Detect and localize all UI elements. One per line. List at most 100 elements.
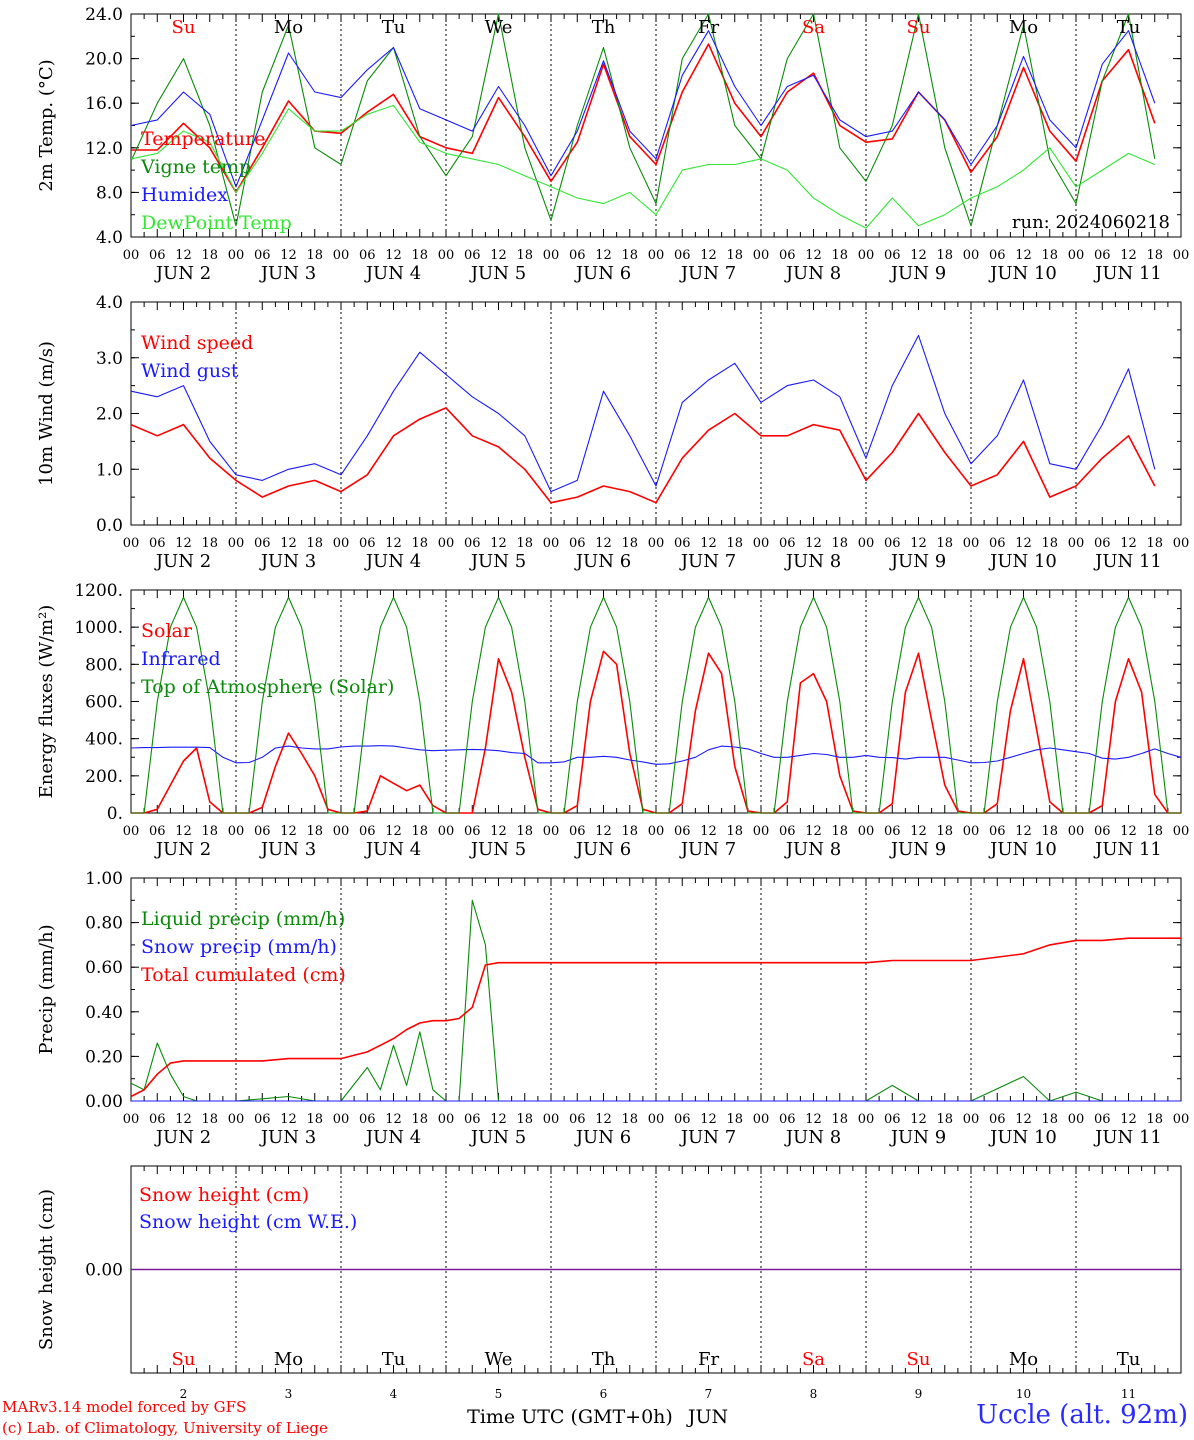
x-hour-label: 18 — [201, 824, 218, 839]
panel-1: 4.0 8.0 12.0 16.0 20.0 24.0 2m Temp. (°C) Tempe… — [36, 5, 1189, 284]
x-hour-label: 06 — [464, 248, 481, 263]
x-date-label: JUN 4 — [364, 839, 421, 860]
y-tick-label: 24.0 — [85, 5, 123, 25]
x-hour-label: 00 — [963, 824, 980, 839]
panel-2: 0.0 1.0 2.0 3.0 4.0 10m Wind (m/s) Wind speed W… — [36, 293, 1189, 572]
x-day-number: 2 — [180, 1387, 188, 1401]
x-hour-label: 18 — [201, 248, 218, 263]
y-tick-label: 20.0 — [85, 50, 123, 70]
panel-5: 0.00 Snow height (cm) Snow height (cm) Snow… — [36, 1165, 1182, 1374]
day-of-week-label: Tu — [1117, 1349, 1141, 1370]
y-axis-label: Precip (mm/h) — [36, 924, 57, 1054]
x-hour-label: 00 — [858, 824, 875, 839]
x-hour-label: 18 — [411, 824, 428, 839]
x-hour-label: 00 — [753, 1112, 770, 1127]
x-hour-label: 12 — [1120, 824, 1137, 839]
day-of-week-label: Su — [907, 1349, 931, 1370]
x-hour-label: 18 — [936, 248, 953, 263]
y-tick-label: 0. — [107, 804, 123, 824]
x-hour-label: 06 — [569, 536, 586, 551]
x-date-label: JUN 7 — [679, 263, 736, 284]
x-hour-label: 00 — [123, 1112, 140, 1127]
x-hour-label: 06 — [674, 248, 691, 263]
legend-entry: Wind speed — [141, 332, 253, 354]
x-hour-label: 06 — [149, 1112, 166, 1127]
x-date-label: JUN 7 — [679, 1127, 736, 1148]
x-date-label: JUN 4 — [364, 263, 421, 284]
x-hour-label: 18 — [516, 824, 533, 839]
x-day-number: 5 — [495, 1387, 503, 1401]
y-tick-label: 16.0 — [85, 94, 123, 114]
x-hour-label: 12 — [385, 536, 402, 551]
x-date-label: JUN 8 — [784, 551, 841, 572]
x-hour-label: 12 — [805, 248, 822, 263]
x-hour-label: 12 — [700, 1112, 717, 1127]
y-tick-label: 1.0 — [96, 460, 123, 480]
x-hour-label: 06 — [464, 1112, 481, 1127]
series-line-infrared — [130, 745, 1182, 765]
x-hour-label: 00 — [228, 824, 245, 839]
day-of-week-label: Th — [592, 17, 616, 38]
x-hour-label: 18 — [516, 536, 533, 551]
x-hour-label: 18 — [1041, 1112, 1058, 1127]
x-hour-label: 06 — [884, 824, 901, 839]
x-hour-label: 12 — [595, 536, 612, 551]
x-hour-label: 18 — [621, 824, 638, 839]
x-hour-label: 06 — [884, 1112, 901, 1127]
y-tick-label: 200. — [85, 767, 123, 787]
y-axis-label: Snow height (cm) — [36, 1189, 57, 1350]
x-hour-label: 00 — [543, 1112, 560, 1127]
x-hour-label: 00 — [543, 824, 560, 839]
x-hour-label: 12 — [805, 1112, 822, 1127]
x-hour-label: 18 — [516, 248, 533, 263]
x-hour-label: 00 — [753, 248, 770, 263]
x-hour-label: 00 — [333, 1112, 350, 1127]
x-hour-label: 12 — [490, 824, 507, 839]
x-date-label: JUN 5 — [469, 263, 526, 284]
x-date-label: JUN 9 — [889, 839, 946, 860]
day-of-week-label: Fr — [698, 17, 719, 38]
x-date-label: JUN 11 — [1093, 551, 1162, 572]
x-date-label: JUN 9 — [889, 263, 946, 284]
x-date-label: JUN 11 — [1093, 1127, 1162, 1148]
legend-entry: Wind gust — [141, 360, 239, 382]
x-day-number: 7 — [705, 1387, 713, 1401]
y-axis-label: 10m Wind (m/s) — [36, 341, 57, 486]
x-hour-label: 00 — [438, 1112, 455, 1127]
x-date-label: JUN 2 — [154, 551, 211, 572]
x-date-label: JUN 2 — [154, 263, 211, 284]
x-hour-label: 00 — [543, 248, 560, 263]
legend-entry: DewPoint Temp — [141, 212, 292, 234]
x-hour-label: 06 — [779, 1112, 796, 1127]
day-of-week-label: We — [485, 1349, 513, 1370]
series-line-wind-gust — [130, 334, 1156, 493]
x-hour-label: 00 — [648, 824, 665, 839]
x-date-label: JUN 7 — [679, 551, 736, 572]
x-hour-label: 06 — [884, 536, 901, 551]
series-line-dewpoint-temp — [130, 104, 1156, 229]
x-hour-label: 06 — [779, 824, 796, 839]
x-hour-label: 12 — [175, 824, 192, 839]
x-hour-label: 12 — [1120, 248, 1137, 263]
series-line-top-of-atmosphere-solar- — [131, 596, 1181, 814]
day-of-week-label: Su — [172, 1349, 196, 1370]
x-hour-label: 06 — [989, 1112, 1006, 1127]
x-hour-label: 18 — [831, 824, 848, 839]
x-hour-label: 06 — [674, 824, 691, 839]
day-of-week-label: Su — [172, 17, 196, 38]
y-tick-label: 0.60 — [85, 958, 123, 978]
x-hour-label: 12 — [1015, 248, 1032, 263]
y-tick-label: 0.0 — [96, 516, 123, 536]
x-hour-label: 06 — [464, 824, 481, 839]
day-of-week-label: Sa — [802, 1349, 825, 1370]
series-line-vigne-temp — [130, 13, 1156, 227]
x-hour-label: 18 — [1146, 248, 1163, 263]
x-hour-label: 18 — [306, 1112, 323, 1127]
x-hour-label: 12 — [1015, 536, 1032, 551]
x-hour-label: 18 — [1041, 824, 1058, 839]
x-date-label: JUN 10 — [988, 551, 1057, 572]
x-hour-label: 06 — [254, 248, 271, 263]
x-date-label: JUN 3 — [259, 839, 316, 860]
panel-3: 0. 200. 400. 600. 800. 1000. 1200. Energy fluxe… — [36, 581, 1189, 860]
x-hour-label: 18 — [306, 248, 323, 263]
